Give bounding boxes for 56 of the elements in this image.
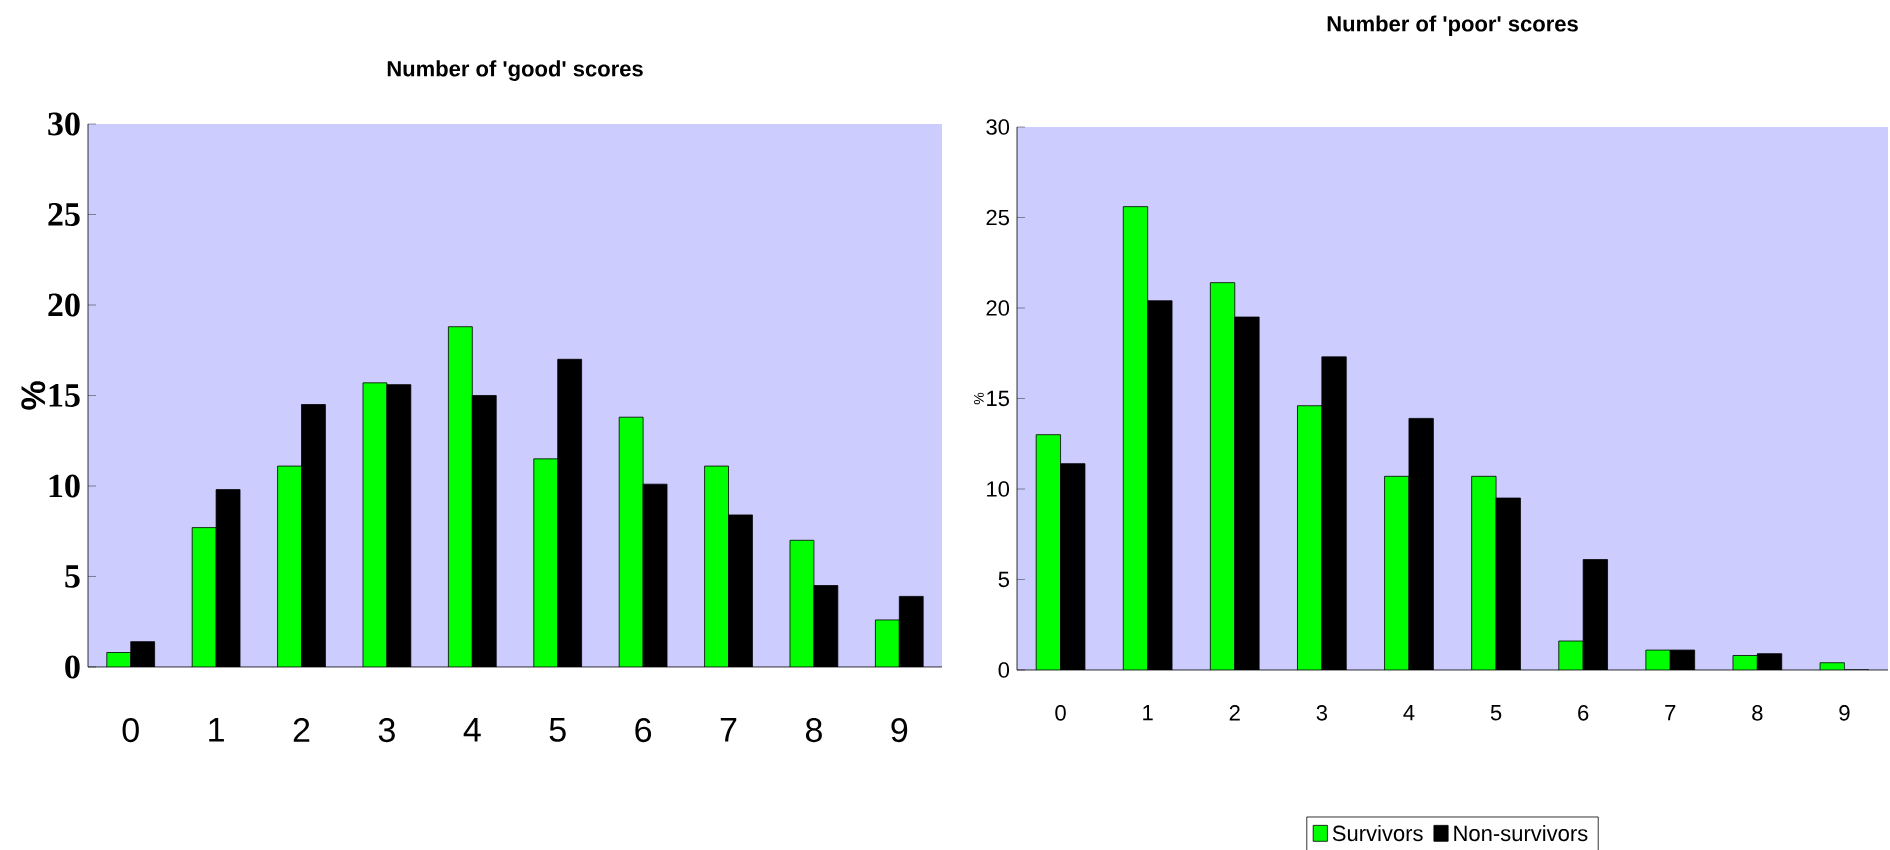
y-tick-label: 5	[65, 565, 80, 588]
chart-title: Number of 'poor' scores	[1327, 15, 1578, 36]
y-tick-label: 30	[986, 119, 1010, 135]
x-tick-label: 7	[1665, 705, 1676, 721]
x-tick-label: 8	[1752, 705, 1763, 721]
bar	[448, 326, 473, 667]
x-tick-label: 5	[549, 718, 566, 742]
y-tick-label: 20	[986, 300, 1010, 316]
x-tick-label: 3	[1316, 705, 1327, 721]
y-tick-label: 25	[986, 209, 1009, 226]
x-tick-label: 5	[1490, 705, 1502, 721]
bar	[277, 466, 302, 667]
bar	[875, 619, 900, 667]
y-axis-title: %	[21, 381, 46, 410]
bar	[1210, 282, 1235, 670]
legend-label: Survivors	[1332, 825, 1423, 842]
bar	[1297, 405, 1322, 670]
x-tick-label: 7	[720, 718, 737, 742]
x-tick-label: 4	[463, 718, 481, 742]
y-tick-label: 15	[987, 390, 1009, 407]
bar	[1471, 476, 1497, 670]
y-tick-label: 30	[48, 112, 80, 136]
bar	[363, 382, 387, 667]
x-tick-label: 6	[635, 718, 652, 743]
chart-title: Number of 'good' scores	[387, 60, 643, 81]
y-tick-label: 5	[998, 571, 1009, 588]
bar	[619, 417, 644, 667]
bar	[704, 466, 729, 667]
x-tick-label: 9	[1839, 705, 1850, 721]
x-tick-label: 0	[122, 718, 139, 743]
bar	[1558, 641, 1584, 670]
bar	[192, 527, 217, 667]
bar	[1123, 206, 1148, 670]
y-tick-label: 10	[987, 481, 1010, 497]
x-tick-label: 9	[891, 718, 908, 743]
x-tick-label: 3	[378, 718, 395, 743]
y-tick-label: 0	[998, 662, 1010, 678]
y-tick-label: 10	[49, 474, 80, 498]
y-tick-label: 15	[49, 384, 80, 407]
bar	[533, 458, 558, 667]
x-tick-label: 8	[805, 718, 822, 743]
bar	[790, 540, 814, 667]
x-tick-label: 6	[1578, 705, 1589, 721]
x-tick-label: 4	[1403, 705, 1415, 721]
x-tick-label: 1	[209, 718, 224, 742]
y-tick-label: 20	[48, 293, 80, 317]
x-tick-label: 0	[1055, 705, 1066, 721]
y-axis-title: %	[973, 392, 984, 405]
y-tick-label: 25	[48, 203, 80, 226]
bar	[1036, 434, 1061, 670]
bar	[1384, 476, 1409, 670]
y-tick-label: 0	[65, 655, 80, 679]
legend-label: Non-survivors	[1454, 825, 1588, 842]
x-tick-label: 2	[1229, 705, 1240, 721]
x-tick-label: 1	[1143, 705, 1153, 721]
x-tick-label: 2	[293, 718, 310, 742]
